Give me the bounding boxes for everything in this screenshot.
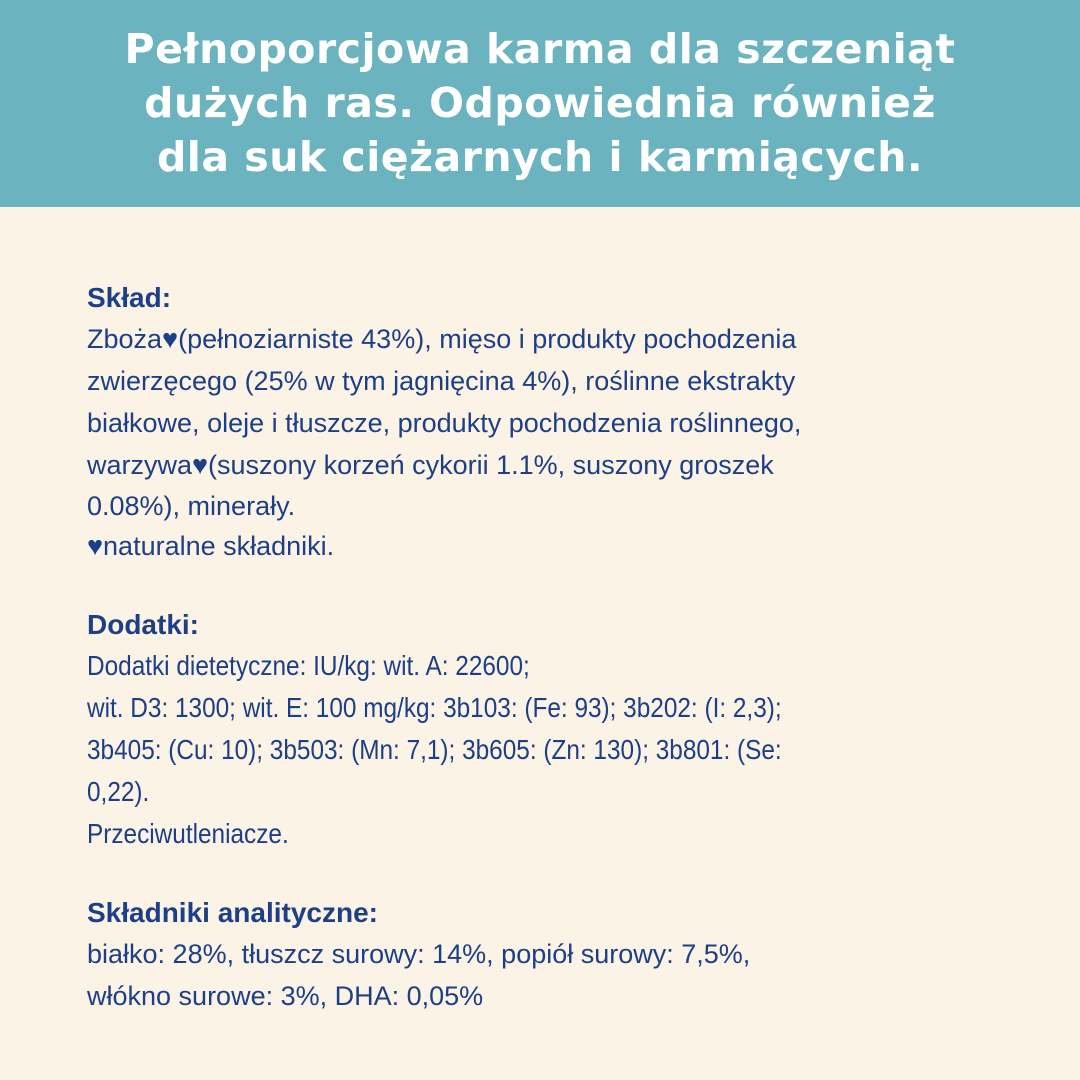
dodatki-line: wit. D3: 1300; wit. E: 100 mg/kg: 3b103:… xyxy=(87,692,782,723)
analityczne-line: włókno surowe: 3%, DHA: 0,05% xyxy=(87,981,484,1011)
analityczne-line: białko: 28%, tłuszcz surowy: 14%, popiół… xyxy=(87,939,751,969)
analityczne-heading: Składniki analityczne: xyxy=(87,897,378,928)
title-line: dla suk ciężarnych i karmiących. xyxy=(156,133,924,181)
sklad-section: Skład: Zboża♥(pełnoziarniste 43%), mięso… xyxy=(87,278,801,566)
analityczne-section: Składniki analityczne: białko: 28%, tłus… xyxy=(87,893,750,1017)
dodatki-heading: Dodatki: xyxy=(87,609,199,640)
dodatki-line: 0,22). xyxy=(87,776,150,807)
sklad-line: białkowe, oleje i tłuszcze, produkty poc… xyxy=(87,408,802,438)
sklad-footnote: ♥naturalne składniki. xyxy=(87,531,335,561)
dodatki-line: Dodatki dietetyczne: IU/kg: wit. A: 2260… xyxy=(87,650,530,681)
dodatki-line: Przeciwutleniacze. xyxy=(87,818,289,849)
sklad-line: Zboża♥(pełnoziarniste 43%), mięso i prod… xyxy=(87,324,797,354)
sklad-line: 0.08%), minerały. xyxy=(87,491,296,521)
page-title: Pełnoporcjowa karma dla szczeniąt dużych… xyxy=(0,22,1080,184)
title-line: Pełnoporcjowa karma dla szczeniąt xyxy=(124,25,956,73)
title-line: dużych ras. Odpowiednia również xyxy=(144,79,936,127)
sklad-line: zwierzęcego (25% w tym jagnięcina 4%), r… xyxy=(87,366,796,396)
header-banner: Pełnoporcjowa karma dla szczeniąt dużych… xyxy=(0,0,1080,207)
dodatki-line: 3b405: (Cu: 10); 3b503: (Mn: 7,1); 3b605… xyxy=(87,734,782,765)
sklad-heading: Skład: xyxy=(87,282,172,313)
dodatki-section: Dodatki: Dodatki dietetyczne: IU/kg: wit… xyxy=(87,605,885,855)
sklad-line: warzywa♥(suszony korzeń cykorii 1.1%, su… xyxy=(87,450,774,480)
